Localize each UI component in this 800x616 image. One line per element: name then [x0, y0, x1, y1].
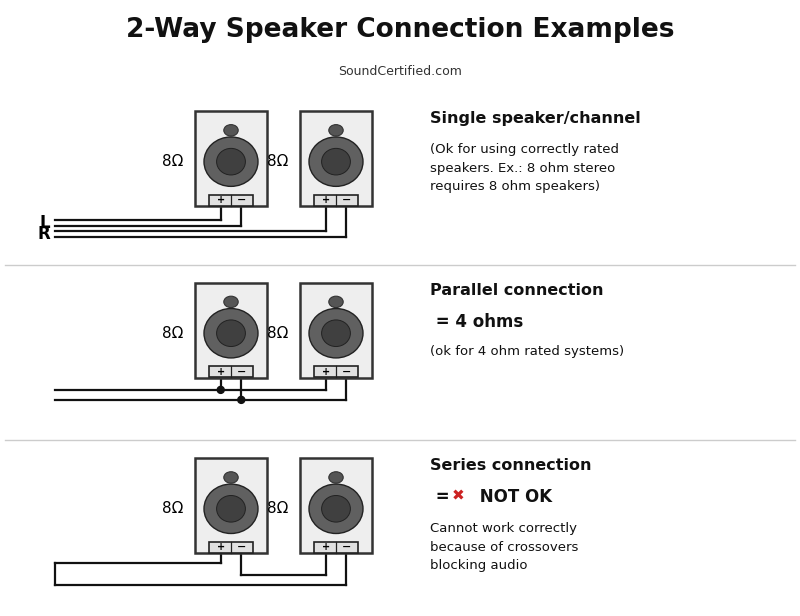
Circle shape: [218, 386, 224, 394]
Bar: [314, 542, 358, 553]
Bar: [209, 542, 254, 553]
Text: −: −: [342, 195, 351, 205]
Text: 8Ω: 8Ω: [266, 326, 288, 341]
Ellipse shape: [329, 296, 343, 307]
Circle shape: [238, 396, 245, 403]
Bar: [314, 195, 358, 206]
Bar: [195, 283, 267, 378]
Text: −: −: [237, 542, 246, 553]
Text: 8Ω: 8Ω: [266, 154, 288, 169]
Text: = 4 ohms: = 4 ohms: [430, 313, 523, 331]
Bar: [300, 111, 372, 206]
Ellipse shape: [217, 148, 246, 175]
Text: 8Ω: 8Ω: [162, 154, 183, 169]
Text: L: L: [39, 214, 50, 232]
Ellipse shape: [322, 148, 350, 175]
Text: Cannot work correctly
because of crossovers
blocking audio: Cannot work correctly because of crossov…: [430, 522, 578, 572]
Text: +: +: [217, 542, 225, 553]
Text: +: +: [322, 367, 330, 377]
Text: 2-Way Speaker Connection Examples: 2-Way Speaker Connection Examples: [126, 17, 674, 43]
Ellipse shape: [204, 484, 258, 533]
Text: +: +: [322, 542, 330, 553]
Text: SoundCertified.com: SoundCertified.com: [338, 65, 462, 78]
Text: Parallel connection: Parallel connection: [430, 283, 603, 298]
Ellipse shape: [309, 309, 363, 358]
Ellipse shape: [224, 124, 238, 136]
Ellipse shape: [204, 137, 258, 187]
Ellipse shape: [309, 484, 363, 533]
Ellipse shape: [329, 124, 343, 136]
Text: =: =: [430, 488, 455, 506]
Text: R: R: [38, 225, 50, 243]
Text: (Ok for using correctly rated
speakers. Ex.: 8 ohm stereo
requires 8 ohm speaker: (Ok for using correctly rated speakers. …: [430, 144, 619, 193]
Ellipse shape: [309, 137, 363, 187]
Text: Series connection: Series connection: [430, 458, 591, 474]
Bar: [195, 111, 267, 206]
Text: 8Ω: 8Ω: [162, 326, 183, 341]
Ellipse shape: [322, 320, 350, 347]
Text: −: −: [342, 542, 351, 553]
Text: 8Ω: 8Ω: [162, 501, 183, 516]
Text: +: +: [217, 195, 225, 205]
Text: 8Ω: 8Ω: [266, 501, 288, 516]
Text: Single speaker/channel: Single speaker/channel: [430, 111, 641, 126]
Ellipse shape: [204, 309, 258, 358]
Bar: [209, 195, 254, 206]
Text: ✖: ✖: [452, 488, 465, 503]
Bar: [300, 458, 372, 553]
Text: +: +: [217, 367, 225, 377]
Text: −: −: [237, 195, 246, 205]
Ellipse shape: [224, 472, 238, 483]
Ellipse shape: [329, 472, 343, 483]
Ellipse shape: [217, 495, 246, 522]
Text: (ok for 4 ohm rated systems): (ok for 4 ohm rated systems): [430, 345, 624, 358]
Text: +: +: [322, 195, 330, 205]
Bar: [314, 367, 358, 378]
Bar: [209, 367, 254, 378]
Bar: [300, 283, 372, 378]
Text: −: −: [342, 367, 351, 377]
Ellipse shape: [322, 495, 350, 522]
Ellipse shape: [224, 296, 238, 307]
Ellipse shape: [217, 320, 246, 347]
Text: −: −: [237, 367, 246, 377]
Bar: [195, 458, 267, 553]
Text: NOT OK: NOT OK: [474, 488, 552, 506]
